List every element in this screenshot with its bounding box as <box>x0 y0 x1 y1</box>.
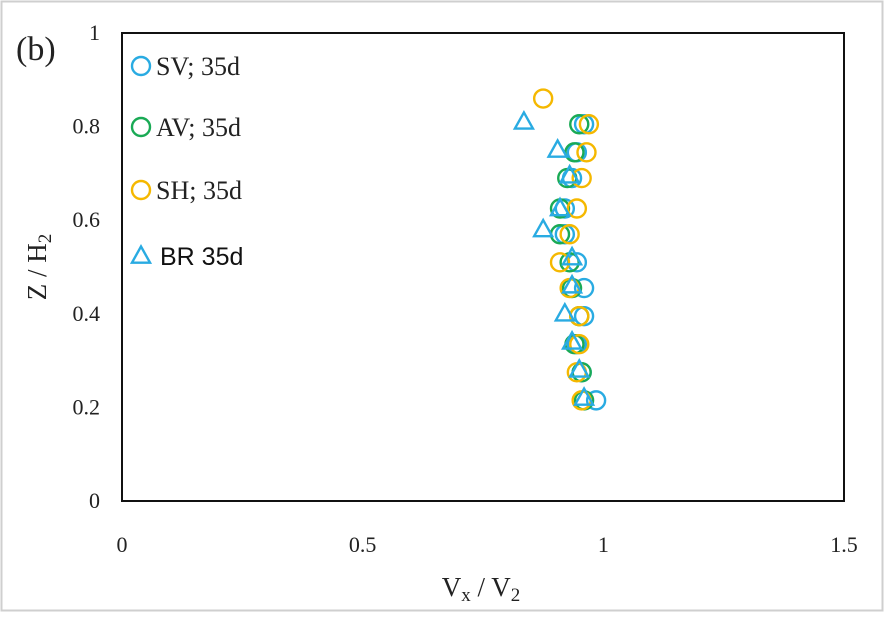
legend-label: AV; 35d <box>156 113 241 142</box>
legend-item: SV; 35d <box>130 52 240 81</box>
data-point <box>532 88 554 109</box>
data-point <box>578 114 600 135</box>
data-point <box>560 329 584 350</box>
data-point <box>573 305 595 327</box>
x-tick-label: 0 <box>117 532 128 557</box>
legend-label: SV; 35d <box>156 52 240 81</box>
x-tick-label: 1.5 <box>830 532 858 557</box>
data-point <box>585 390 607 411</box>
plot-area-border <box>121 32 845 502</box>
data-point <box>566 198 588 219</box>
data-point <box>576 142 597 163</box>
data-point <box>548 196 572 217</box>
data-point <box>554 224 576 245</box>
legend-item: SH; 35d <box>130 176 242 205</box>
data-point <box>558 163 581 184</box>
x-axis-title: Vx / V2 <box>442 572 521 606</box>
data-point <box>546 138 569 158</box>
legend-item: AV; 35d <box>130 113 241 142</box>
x-tick-label: 1 <box>598 532 609 557</box>
legend-item: BR 35d <box>129 243 243 271</box>
legend-marker <box>130 179 152 201</box>
y-tick-label: 0.4 <box>73 301 101 326</box>
panel-label: (b) <box>16 31 56 68</box>
data-point <box>560 273 584 294</box>
legend-label: SH; 35d <box>156 176 242 205</box>
y-tick-labels: 0 0.2 0.4 0.6 0.8 1 <box>73 20 101 513</box>
legend: SV; 35d AV; 35d SH; 35d BR 35d <box>129 52 243 271</box>
data-point <box>549 252 571 273</box>
data-point <box>569 114 590 135</box>
y-tick-label: 1 <box>89 20 100 45</box>
data-point <box>573 386 596 406</box>
data-point <box>573 277 595 299</box>
y-tick-label: 0.6 <box>73 207 101 232</box>
series-4 <box>512 109 596 406</box>
data-point <box>571 167 592 189</box>
y-tick-label: 0.2 <box>73 394 101 419</box>
data-marks <box>512 88 607 411</box>
data-point <box>553 301 576 322</box>
y-tick-label: 0 <box>89 488 100 513</box>
data-point <box>573 114 595 135</box>
data-point <box>569 334 590 355</box>
y-tick-label: 0.8 <box>73 114 101 139</box>
legend-marker <box>130 116 152 138</box>
x-tick-label: 0.5 <box>349 532 377 557</box>
legend-marker <box>129 244 153 264</box>
x-tick-labels: 0 0.5 1 1.5 <box>117 532 858 557</box>
y-axis-title: Z / H2 <box>22 234 56 301</box>
data-point <box>532 217 555 238</box>
legend-marker <box>130 55 152 77</box>
legend-label: BR 35d <box>160 243 243 271</box>
data-point <box>568 358 591 378</box>
data-point <box>512 109 535 130</box>
data-point <box>560 245 584 266</box>
data-point <box>559 224 580 245</box>
